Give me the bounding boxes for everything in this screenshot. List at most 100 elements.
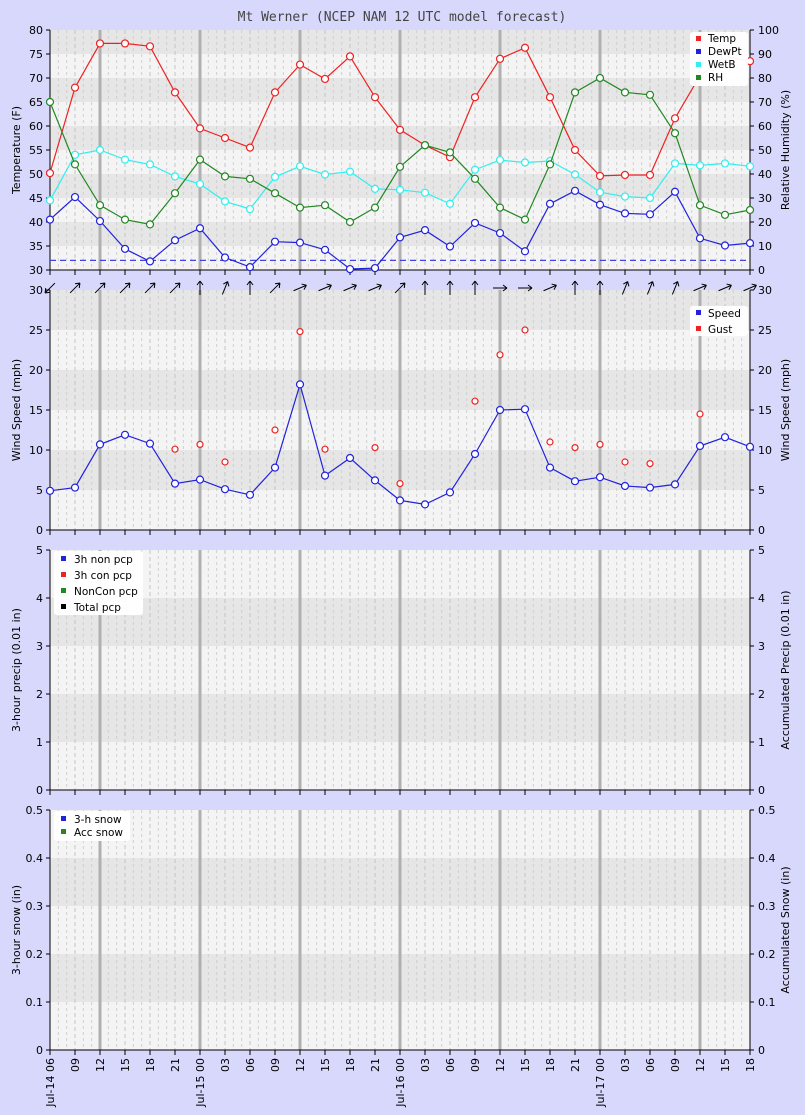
data-point-wetb: [145, 160, 155, 169]
data-point-speed: [520, 405, 530, 414]
data-point-dewpt: [45, 215, 55, 224]
wind-arrow-shaft: [693, 283, 707, 292]
data-point-temp: [545, 93, 555, 102]
x-tick-label: 06: [644, 1058, 657, 1072]
data-point-dewpt: [170, 236, 180, 245]
data-point-dewpt: [445, 242, 455, 251]
legend-swatch: [61, 816, 66, 821]
wind-arrow-shaft: [671, 281, 680, 295]
data-point-temp: [495, 54, 505, 63]
legend-swatch: [61, 604, 66, 609]
data-point-gust: [521, 326, 529, 334]
wind-arrow: [394, 282, 406, 294]
y-tick-label-right: 30: [758, 192, 772, 205]
data-point-wetb: [720, 159, 730, 168]
wind-arrow: [743, 283, 757, 292]
data-point-wetb: [95, 145, 105, 155]
data-point-rh: [520, 215, 530, 224]
wind-arrow-shaft: [743, 283, 757, 292]
data-point-gust: [221, 458, 229, 466]
y-tick-label: 2: [36, 688, 43, 701]
y-tick-label: 30: [29, 264, 43, 277]
x-tick-label: 15: [319, 1058, 332, 1072]
y-tick-label-right: 0.5: [758, 804, 776, 817]
data-point-rh: [695, 201, 705, 210]
wind-arrow-shaft: [421, 280, 429, 295]
data-point-rh: [320, 201, 330, 210]
wind-arrow-shaft: [269, 282, 281, 294]
data-point-wetb: [120, 155, 130, 164]
wind-arrow: [221, 281, 230, 295]
data-point-wetb: [245, 204, 255, 214]
wind-arrow-shaft: [621, 281, 630, 295]
data-point-wetb: [520, 158, 530, 167]
data-point-rh: [570, 88, 580, 97]
data-point-dewpt: [270, 237, 280, 246]
legend-swatch: [696, 36, 701, 41]
data-point-gust: [271, 426, 279, 434]
x-tick-label: 21: [169, 1058, 182, 1072]
data-point-speed: [170, 479, 180, 488]
data-point-rh: [345, 217, 355, 227]
wind-arrow: [471, 280, 479, 295]
data-point-rh: [620, 88, 630, 97]
data-point-dewpt: [295, 238, 305, 247]
data-point-temp: [170, 88, 180, 97]
data-point-temp: [95, 39, 105, 48]
y-tick-label: 30: [29, 284, 43, 297]
x-tick-label: 03: [619, 1058, 632, 1072]
wind-arrow: [518, 284, 533, 292]
data-point-rh: [370, 203, 380, 212]
data-point-rh: [245, 174, 255, 183]
data-point-temp: [670, 114, 680, 123]
legend-label: DewPt: [708, 46, 742, 58]
data-point-rh: [670, 129, 680, 138]
data-point-speed: [145, 439, 155, 448]
data-point-temp: [395, 125, 405, 134]
legend-swatch: [61, 829, 66, 834]
legend-label: Gust: [708, 324, 732, 336]
data-point-gust: [596, 440, 604, 448]
data-point-dewpt: [245, 263, 255, 272]
wind-arrow-shaft: [221, 281, 230, 295]
data-point-temp: [370, 93, 380, 102]
wind-arrow: [621, 281, 630, 295]
data-point-rh: [195, 155, 205, 164]
data-point-dewpt: [220, 253, 230, 262]
y-tick-label-right: 20: [758, 216, 772, 229]
y-axis-title-right: Wind Speed (mph): [779, 359, 792, 461]
y-tick-label-right: 0: [758, 784, 765, 797]
wind-arrow-shaft: [169, 282, 181, 294]
data-point-speed: [395, 496, 405, 505]
legend-label: NonCon pcp: [74, 586, 138, 598]
data-point-wetb: [395, 185, 405, 194]
data-point-dewpt: [470, 218, 480, 228]
data-point-speed: [295, 380, 305, 389]
y-tick-label-right: 70: [758, 96, 772, 109]
data-point-speed: [220, 485, 230, 494]
data-point-wetb: [570, 170, 580, 179]
data-point-speed: [245, 490, 255, 499]
data-point-rh: [595, 73, 605, 83]
wind-arrow: [646, 281, 655, 295]
data-point-gust: [571, 444, 579, 452]
wind-arrow: [169, 282, 181, 294]
data-point-temp: [520, 43, 530, 52]
data-point-dewpt: [395, 233, 405, 242]
x-tick-label: 12: [494, 1058, 507, 1072]
x-tick-label: 18: [544, 1058, 557, 1072]
wind-arrow-shaft: [493, 284, 508, 292]
x-tick-label: 09: [469, 1058, 482, 1072]
legend-label: RH: [708, 72, 723, 84]
y-tick-label-right: 5: [758, 484, 765, 497]
y-tick-label-right: 40: [758, 168, 772, 181]
y-tick-label: 15: [29, 404, 43, 417]
y-tick-label: 0.5: [26, 804, 44, 817]
x-tick-label: 03: [419, 1058, 432, 1072]
y-tick-label: 1: [36, 736, 43, 749]
wind-arrow: [119, 282, 131, 294]
data-point-dewpt: [495, 228, 505, 238]
legend-label: 3-h snow: [74, 814, 122, 826]
data-point-gust: [696, 410, 704, 418]
